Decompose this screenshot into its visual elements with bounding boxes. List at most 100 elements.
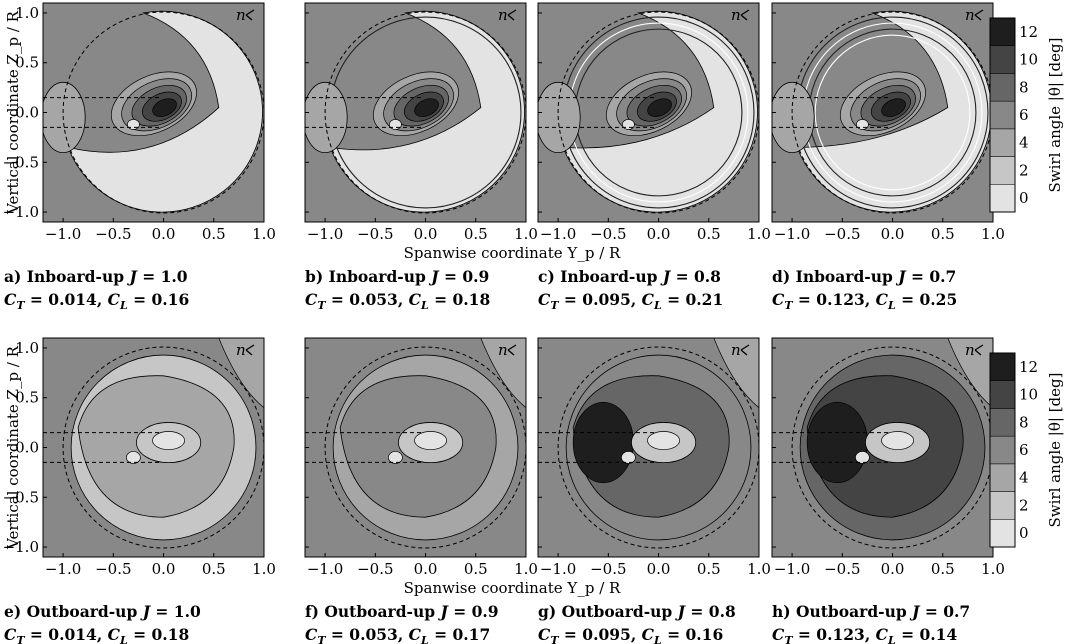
panel-caption-coefficients: CT = 0.014, CL = 0.18 (4, 625, 189, 644)
core-spot (621, 451, 636, 464)
rotation-label: n (236, 6, 246, 24)
x-tick-label: 1.0 (514, 560, 538, 578)
x-tick-label: 0.5 (464, 225, 488, 243)
x-tick-label: 0.5 (202, 560, 226, 578)
rotation-label: n (236, 341, 246, 359)
panel-c: n −1.0 −0.5 0.0 0.5 1.0 c) Inboard-up J = 0.8 C… (537, 2, 771, 312)
core-spot (389, 119, 402, 130)
panel-a: n −1.0 −0.5 0.0 0.5 1.0 1.0 0.5 0.0 −0.5 −1.0 a) In… (3, 2, 276, 312)
wake-patch (772, 81, 815, 154)
x-tick-label: −0.5 (357, 225, 393, 243)
x-tick-label: −1.0 (540, 225, 576, 243)
x-tick-label: 0.5 (202, 225, 226, 243)
y-tick-label: −0.5 (3, 153, 39, 171)
x-tick-label: 1.0 (514, 225, 538, 243)
colorbar: 12 10 8 6 4 2 0 Swirl angle |θ| [deg] (989, 352, 1064, 548)
panel-caption-title: f) Outboard-up J = 0.9 (305, 602, 499, 621)
low-swirl-region (67, 10, 263, 213)
y-axis-label: Vertical coordinate Z_p / R (4, 10, 22, 215)
colorbar-tick-label: 2 (1019, 161, 1029, 179)
colorbar-tick-label: 0 (1019, 189, 1029, 207)
panel-caption-coefficients: CT = 0.014, CL = 0.16 (4, 290, 189, 312)
y-tick-label: 0.5 (15, 54, 39, 72)
rotation-label: n (965, 341, 975, 359)
y-tick-label: −1.0 (3, 538, 39, 556)
rotation-label: n (731, 6, 741, 24)
x-tick-label: 1.0 (981, 225, 1005, 243)
y-tick-label: −1.0 (3, 203, 39, 221)
disk-outline (791, 11, 993, 214)
panel-caption-title: d) Inboard-up J = 0.7 (772, 267, 956, 286)
low-swirl-region (329, 10, 525, 213)
x-tick-label: 1.0 (981, 560, 1005, 578)
colorbar-tick-label: 8 (1019, 78, 1029, 96)
colorbar-tick-label: 6 (1019, 441, 1029, 459)
disk-outline (62, 11, 264, 214)
vortex-contour (881, 98, 906, 117)
panel-g: n −1.0 −0.5 0.0 0.5 1.0 g) Outboard-up J = 0.8… (537, 337, 771, 644)
x-tick-label: 1.0 (252, 560, 276, 578)
x-tick-label: 0.0 (414, 560, 438, 578)
rotation-arrow-icon (245, 344, 255, 356)
rotation-label: n (498, 341, 508, 359)
x-tick-label: 0.5 (697, 560, 721, 578)
rotation-arrow-icon (740, 9, 750, 21)
colorbar-swatch (989, 435, 1016, 465)
colorbar-tick-label: 10 (1019, 51, 1038, 69)
panel-b: n −1.0 −0.5 0.0 0.5 1.0 b) Inboard-up J = 0.9 C… (304, 2, 538, 312)
x-tick-label: −0.5 (824, 560, 860, 578)
colorbar-tick-label: 4 (1019, 134, 1029, 152)
colorbar-swatch (989, 184, 1016, 213)
colorbar-frame (989, 17, 1016, 213)
high-swirl-lobe (572, 401, 634, 484)
core-light (881, 431, 914, 450)
colorbar-tick-label: 8 (1019, 413, 1029, 431)
panel-caption-title: c) Inboard-up J = 0.8 (538, 267, 721, 286)
y-tick-label: −0.5 (3, 488, 39, 506)
rotation-arrow-icon (974, 9, 984, 21)
x-tick-label: −1.0 (774, 560, 810, 578)
colorbar-swatch (989, 45, 1016, 74)
core-light (414, 431, 447, 450)
colorbar-swatch (989, 17, 1016, 46)
panel-caption-coefficients: CT = 0.053, CL = 0.17 (305, 625, 490, 644)
colorbar-tick-label: 4 (1019, 469, 1029, 487)
contour-ring (814, 34, 971, 191)
colorbar-swatch (989, 380, 1016, 409)
rotation-label: n (498, 6, 508, 24)
x-axis-label: Spanwise coordinate Y_p / R (404, 579, 621, 597)
colorbar-frame (989, 352, 1016, 548)
panel-caption-title: h) Outboard-up J = 0.7 (772, 602, 970, 621)
wake-patch (305, 81, 348, 154)
panel-caption-coefficients: CT = 0.123, CL = 0.25 (772, 290, 957, 312)
panel-e: n −1.0 −0.5 0.0 0.5 1.0 1.0 0.5 0.0 −0.5 −1.0 e) Ou… (3, 337, 276, 644)
disk-outline (557, 11, 759, 214)
colorbar-swatch (989, 491, 1016, 520)
panel-h: n −1.0 −0.5 0.0 0.5 1.0 h) Outboard-up J = 0.7… (771, 337, 1005, 644)
x-tick-label: 0.5 (464, 560, 488, 578)
panel-caption-coefficients: CT = 0.123, CL = 0.14 (772, 625, 957, 644)
x-tick-label: 0.5 (697, 225, 721, 243)
x-tick-label: 0.0 (881, 225, 905, 243)
panel-caption-title: b) Inboard-up J = 0.9 (305, 267, 489, 286)
panel-caption-coefficients: CT = 0.095, CL = 0.16 (538, 625, 723, 644)
colorbar: 12 10 8 6 4 2 0 Swirl angle |θ| [deg] (989, 17, 1064, 213)
core-spot (856, 119, 869, 130)
y-axis-label: Vertical coordinate Z_p / R (4, 345, 22, 550)
x-tick-label: −0.5 (95, 560, 131, 578)
x-tick-label: 1.0 (252, 225, 276, 243)
core-light (647, 431, 680, 450)
panel-caption-title: g) Outboard-up J = 0.8 (538, 602, 736, 621)
panel-caption-title: a) Inboard-up J = 1.0 (4, 267, 188, 286)
x-axis-label: Spanwise coordinate Y_p / R (404, 244, 621, 262)
x-tick-label: 0.0 (414, 225, 438, 243)
y-tick-label: 1.0 (15, 339, 39, 357)
wake-patch (43, 81, 86, 154)
colorbar-tick-label: 6 (1019, 106, 1029, 124)
colorbar-tick-label: 12 (1019, 23, 1038, 41)
x-tick-label: 0.0 (647, 560, 671, 578)
colorbar-swatch (989, 73, 1016, 102)
rotation-arrow-icon (245, 9, 255, 21)
colorbar-swatch (989, 100, 1016, 130)
